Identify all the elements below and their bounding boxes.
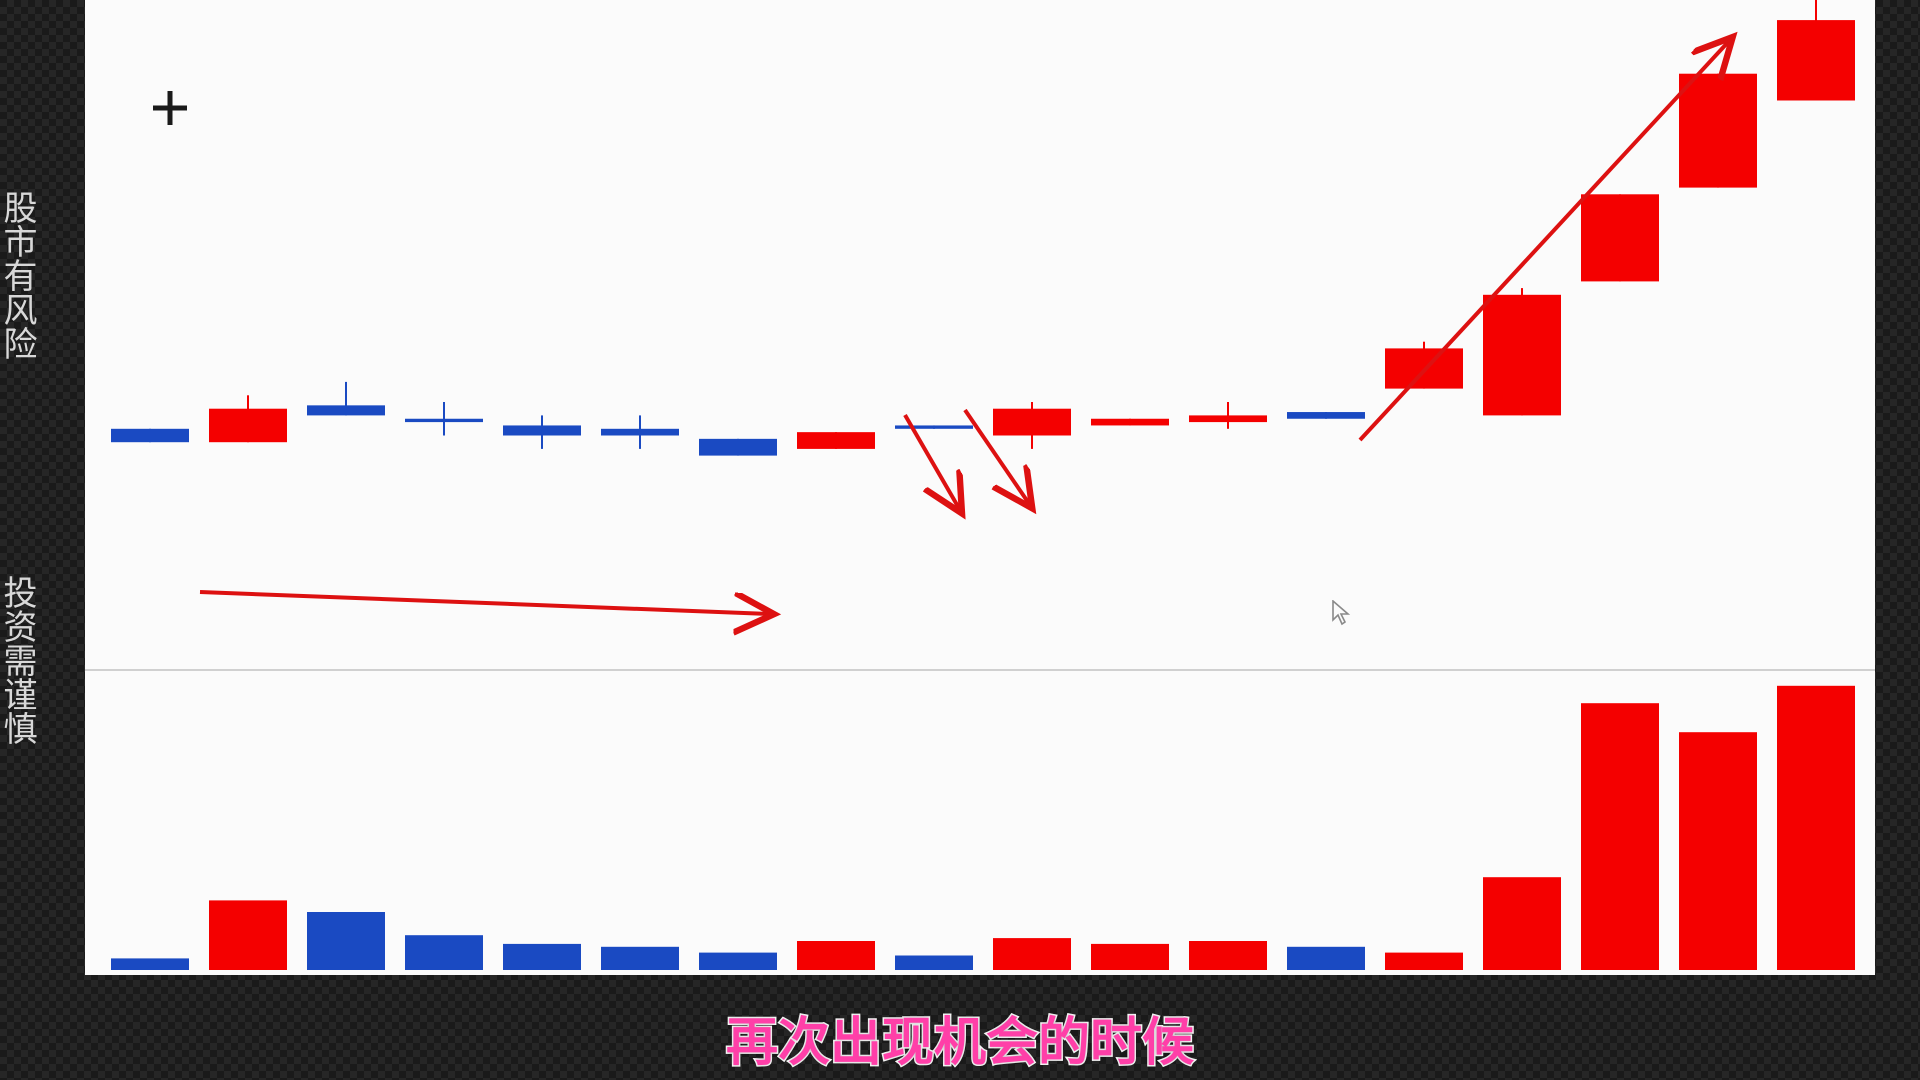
candle-body[interactable]	[1483, 295, 1561, 416]
risk-label-bottom: 投资需谨慎	[0, 575, 36, 745]
candle-body[interactable]	[1189, 415, 1267, 422]
candle-body[interactable]	[209, 409, 287, 443]
volume-bar[interactable]	[699, 953, 777, 970]
volume-bar[interactable]	[503, 944, 581, 970]
candlestick-chart[interactable]	[85, 0, 1875, 975]
volume-bar[interactable]	[1679, 732, 1757, 970]
volume-bar[interactable]	[405, 935, 483, 970]
candle-body[interactable]	[1091, 419, 1169, 426]
volume-bar[interactable]	[1777, 686, 1855, 970]
risk-label-top: 股市有风险	[0, 190, 36, 360]
candle-body[interactable]	[895, 425, 973, 428]
candle-body[interactable]	[699, 439, 777, 456]
volume-bar[interactable]	[111, 958, 189, 970]
candle-body[interactable]	[1679, 74, 1757, 188]
volume-bar[interactable]	[895, 956, 973, 971]
candle-body[interactable]	[405, 419, 483, 422]
volume-bar[interactable]	[1581, 703, 1659, 970]
volume-bar[interactable]	[307, 912, 385, 970]
chart-panel[interactable]	[85, 0, 1875, 975]
volume-bar[interactable]	[797, 941, 875, 970]
candle-body[interactable]	[1777, 20, 1855, 100]
volume-bar[interactable]	[1091, 944, 1169, 970]
volume-bar[interactable]	[993, 938, 1071, 970]
candle-body[interactable]	[601, 429, 679, 436]
candle-body[interactable]	[1287, 412, 1365, 419]
annotation-arrow	[905, 415, 960, 510]
volume-bar[interactable]	[1287, 947, 1365, 970]
volume-bar[interactable]	[601, 947, 679, 970]
volume-bar[interactable]	[209, 900, 287, 970]
annotation-arrow	[200, 592, 770, 614]
candle-body[interactable]	[307, 405, 385, 415]
candle-body[interactable]	[797, 432, 875, 449]
candle-body[interactable]	[111, 429, 189, 442]
candle-body[interactable]	[503, 425, 581, 435]
volume-bar[interactable]	[1483, 877, 1561, 970]
volume-bar[interactable]	[1385, 953, 1463, 970]
volume-bar[interactable]	[1189, 941, 1267, 970]
subtitle-caption: 再次出现机会的时候	[726, 1000, 1194, 1075]
candle-body[interactable]	[993, 409, 1071, 436]
candle-body[interactable]	[1581, 194, 1659, 281]
